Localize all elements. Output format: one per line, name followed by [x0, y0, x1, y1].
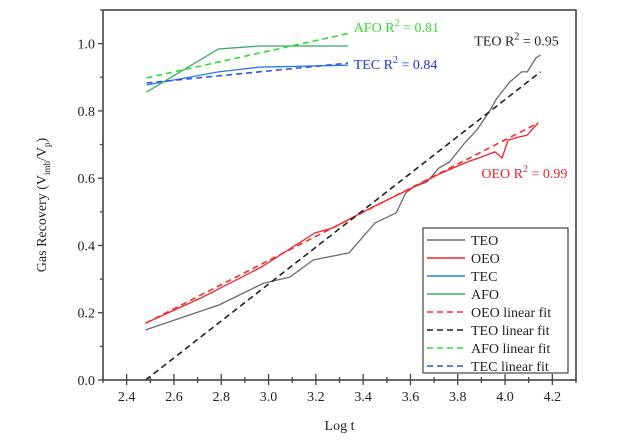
x-tick-label: 2.8 [213, 390, 231, 405]
x-tick-label: 3.4 [354, 390, 372, 405]
y-tick-label: 0.4 [78, 239, 96, 254]
x-tick-label: 3.6 [402, 390, 420, 405]
annotation-oeo-r2: OEO R2 = 0.99 [481, 164, 567, 182]
y-axis-label: Gas Recovery (Vimb/Vp) [35, 137, 52, 272]
y-tick-label: 1.0 [78, 38, 96, 53]
legend-label: AFO [471, 288, 499, 303]
annotation-teo-r2: TEO R2 = 0.95 [474, 31, 558, 49]
y-axis-label-end: ) [35, 137, 50, 142]
series-teo [145, 54, 541, 331]
series-teo-linear-fit [145, 71, 541, 380]
legend-label: OEO [471, 252, 500, 267]
x-axis-label: Log t [325, 419, 355, 434]
legend-label: TEO [471, 234, 498, 249]
legend-label: TEC linear fit [471, 360, 549, 375]
y-tick-label: 0.8 [78, 105, 96, 120]
series-tec-linear-fit [146, 62, 349, 84]
annotations: AFO R2 = 0.81 TEC R2 = 0.84 TEO R2 = 0.95 O… [354, 18, 568, 182]
x-tick-label: 2.6 [165, 390, 183, 405]
y-tick-label: 0.2 [78, 307, 96, 322]
y-axis-label-sub2: p [42, 142, 52, 147]
y-axis-label-sub1: imb [42, 160, 52, 175]
y-tick-label: 0.6 [78, 172, 96, 187]
series-afo-linear-fit [146, 32, 349, 79]
annotation-afo-r2: AFO R2 = 0.81 [354, 18, 439, 36]
legend: TEO OEO TEC AFO OEO linear fit TEO linear fit… [422, 227, 569, 375]
x-tick-label: 4.2 [544, 390, 562, 405]
legend-label: OEO linear fit [471, 306, 551, 321]
x-tick-label: 4.0 [496, 390, 514, 405]
x-tick-label: 2.4 [118, 390, 136, 405]
annotation-tec-r2: TEC R2 = 0.84 [354, 55, 438, 73]
y-axis-label-mid: /V [35, 147, 50, 161]
series-oeo [145, 122, 539, 324]
series-tec [146, 64, 349, 86]
plot-area [145, 32, 541, 380]
series-oeo-linear-fit [145, 122, 539, 324]
legend-box [422, 227, 569, 374]
legend-label: TEC [471, 270, 497, 285]
series-afo [146, 45, 348, 93]
legend-label: AFO linear fit [471, 342, 550, 357]
y-axis: 0.0 0.2 0.4 0.6 0.8 1.0 [78, 9, 103, 389]
legend-label: TEO linear fit [471, 324, 550, 339]
y-axis-label-main: Gas Recovery (V [35, 175, 50, 272]
x-tick-label: 3.0 [260, 390, 278, 405]
y-tick-label: 0.0 [78, 374, 96, 389]
x-tick-label: 3.2 [307, 390, 325, 405]
x-tick-label: 3.8 [449, 390, 467, 405]
x-axis: 2.4 2.6 2.8 3.0 3.2 3.4 3.6 3.8 4.0 4.2 [102, 374, 577, 405]
